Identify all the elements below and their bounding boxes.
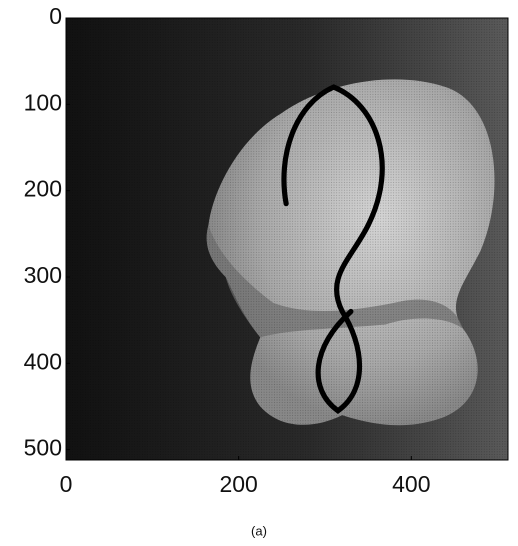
x-tick-label: 0 [60,471,73,497]
image-texture [66,18,508,460]
image [66,18,508,460]
x-tick-label: 400 [392,471,430,497]
y-tick-label: 100 [24,89,62,115]
x-tick-label: 200 [219,471,257,497]
chart: (a) 0 100 200 300 400 500 0 200 400 [0,0,518,546]
plot-area [66,18,508,460]
y-tick-label: 300 [24,262,62,288]
y-tick-label: 400 [24,348,62,374]
page: (a) 01002003004005000200400 (() => { con… [0,0,518,546]
y-tick-label: 500 [24,435,62,461]
y-tick-label: 200 [24,176,62,202]
caption: (a) [251,523,267,538]
y-tick-label: 0 [49,3,62,29]
